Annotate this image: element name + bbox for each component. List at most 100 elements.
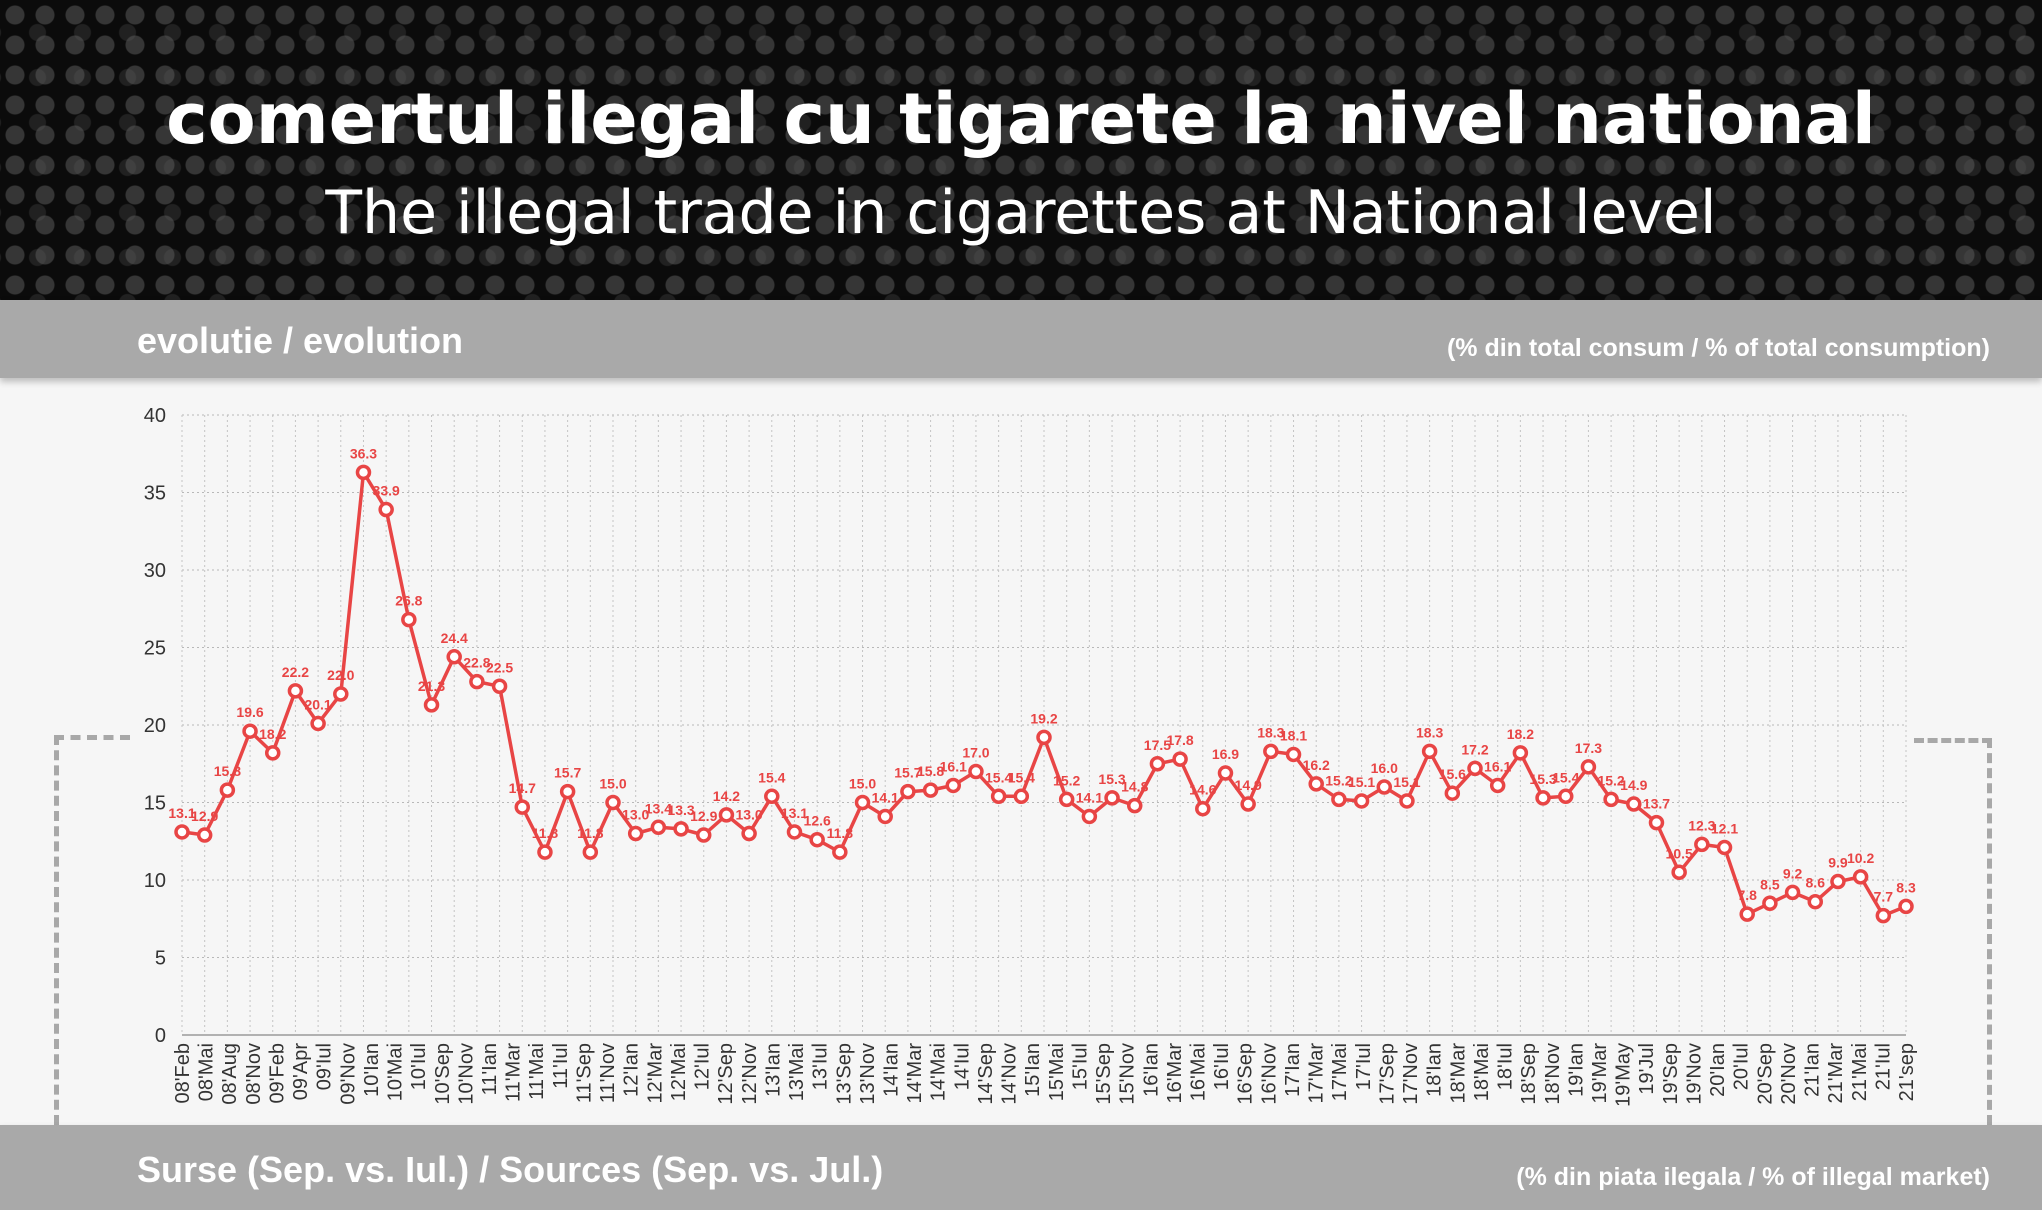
data-point <box>196 827 213 843</box>
data-label: 14.1 <box>872 789 899 805</box>
data-point <box>469 673 485 690</box>
data-label: 14.9 <box>1235 777 1262 793</box>
data-label: 13.7 <box>1643 796 1670 812</box>
x-tick-label: 21'Iul <box>1872 1043 1894 1090</box>
data-label: 14.9 <box>1620 777 1647 793</box>
data-label: 11.8 <box>577 825 604 841</box>
x-tick-label: 13'Mai <box>786 1043 808 1101</box>
data-point <box>242 723 258 739</box>
x-tick-label: 10'Mai <box>385 1043 407 1101</box>
x-tick-label: 20'Iul <box>1731 1043 1753 1090</box>
x-tick-label: 11'Nov <box>597 1043 619 1103</box>
x-tick-label: 18'Sep <box>1518 1043 1540 1105</box>
evolution-unit-label: (% din total consum / % of total consump… <box>1446 334 1990 362</box>
x-tick-label: 10'Ian <box>361 1043 383 1097</box>
x-tick-label: 20'Sep <box>1754 1043 1776 1105</box>
x-tick-label: 21'Mar <box>1825 1043 1847 1104</box>
x-tick-label: 19'May <box>1613 1043 1635 1107</box>
x-tick-label: 12'Iul <box>692 1043 714 1090</box>
x-tick-label: 14'Iul <box>951 1043 973 1090</box>
data-point <box>832 844 848 860</box>
data-label: 15.0 <box>849 776 876 792</box>
x-tick-label: 15'Ian <box>1022 1043 1044 1097</box>
x-tick-label: 17'Sep <box>1376 1043 1398 1105</box>
data-label: 13.0 <box>735 807 762 823</box>
data-label: 22.8 <box>463 655 490 671</box>
x-tick-label: 18'Mar <box>1447 1043 1469 1104</box>
data-point <box>1512 745 1529 761</box>
y-tick-label: 5 <box>155 948 166 970</box>
data-point <box>1852 869 1869 885</box>
x-tick-label: 12'Mai <box>668 1043 690 1101</box>
x-tick-label: 13'Ian <box>762 1043 784 1097</box>
x-tick-label: 11'Mar <box>503 1043 525 1102</box>
x-tick-label: 11'Iul <box>550 1043 572 1089</box>
data-point <box>1784 884 1801 901</box>
data-point <box>990 788 1007 805</box>
data-label: 20.1 <box>304 696 331 712</box>
data-label: 22.2 <box>282 664 309 680</box>
x-tick-label: 21'Mai <box>1849 1043 1871 1101</box>
data-point <box>1898 898 1914 915</box>
data-label: 18.2 <box>1507 726 1534 742</box>
data-label: 17.5 <box>1144 737 1171 753</box>
x-tick-label: 10'Iul <box>408 1043 430 1090</box>
data-point <box>1104 790 1120 806</box>
data-label: 15.8 <box>917 763 944 779</box>
data-label: 16.0 <box>1371 760 1398 776</box>
x-tick-label: 18'Ian <box>1424 1043 1446 1097</box>
x-tick-label: 10'Nov <box>455 1043 477 1105</box>
data-point <box>718 807 735 823</box>
x-tick-label: 17'Nov <box>1400 1043 1422 1105</box>
data-point <box>537 844 553 860</box>
x-tick-label: 13'Nov <box>857 1043 879 1105</box>
x-tick-label: 15'Sep <box>1093 1043 1115 1105</box>
data-label: 22.0 <box>327 667 354 683</box>
data-point <box>219 782 236 798</box>
data-point <box>310 715 326 732</box>
x-tick-label: 21'Ian <box>1802 1043 1824 1097</box>
data-point <box>1081 808 1098 825</box>
data-point <box>1149 756 1166 772</box>
data-point <box>809 831 825 848</box>
data-point <box>1263 743 1279 760</box>
data-point <box>741 825 757 842</box>
data-point <box>1217 765 1234 781</box>
data-point <box>1285 746 1302 763</box>
data-label: 16.2 <box>1303 757 1330 773</box>
x-tick-label: 20'Nov <box>1778 1043 1800 1105</box>
data-point <box>1671 864 1687 880</box>
data-label: 19.6 <box>236 704 263 720</box>
x-tick-label: 18'Nov <box>1542 1043 1564 1105</box>
x-tick-label: 21'sep <box>1896 1043 1918 1101</box>
y-tick-label: 20 <box>144 715 166 737</box>
x-tick-label: 14'Mar <box>904 1043 926 1104</box>
data-label: 12.9 <box>191 808 218 824</box>
x-tick-label: 19'Jul <box>1636 1043 1658 1095</box>
data-point <box>1648 814 1665 831</box>
data-label: 21.3 <box>418 678 445 694</box>
data-label: 15.2 <box>1597 772 1624 788</box>
data-label: 12.3 <box>1688 817 1715 833</box>
data-point <box>1626 796 1642 812</box>
x-tick-label: 08'Nov <box>243 1043 265 1105</box>
y-tick-label: 30 <box>144 560 166 582</box>
data-point <box>1240 796 1256 812</box>
data-label: 14.2 <box>713 788 740 804</box>
title-english: The illegal trade in cigarettes at Natio… <box>325 178 1717 248</box>
y-tick-label: 40 <box>144 405 166 427</box>
data-label: 15.8 <box>214 763 241 779</box>
data-label: 14.7 <box>509 780 536 796</box>
x-tick-label: 20'Ian <box>1707 1043 1729 1097</box>
data-label: 8.3 <box>1896 879 1916 895</box>
x-tick-label: 19'Mar <box>1589 1043 1611 1104</box>
data-label: 33.9 <box>373 483 400 499</box>
data-label: 15.6 <box>1439 766 1466 782</box>
x-tick-label: 15'Nov <box>1117 1043 1139 1105</box>
data-label: 15.4 <box>1008 769 1035 785</box>
x-tick-label: 10'Sep <box>432 1043 454 1105</box>
data-label: 9.9 <box>1828 855 1848 871</box>
data-point <box>401 611 417 628</box>
data-label: 15.3 <box>1098 771 1125 787</box>
data-point <box>264 745 281 761</box>
